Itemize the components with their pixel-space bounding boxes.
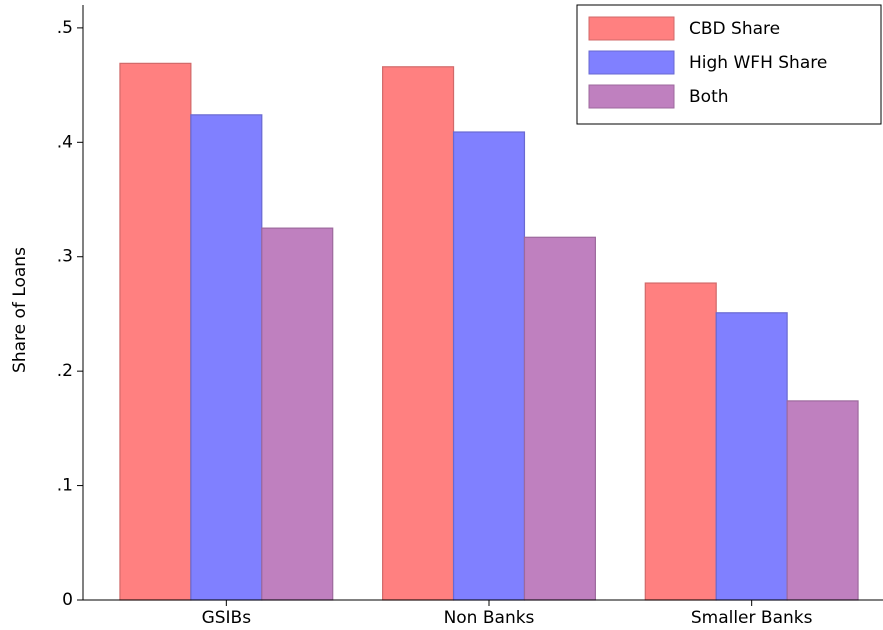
y-tick-label: 0 bbox=[62, 590, 73, 610]
y-tick-label: .4 bbox=[57, 132, 73, 152]
y-tick-label: .3 bbox=[57, 247, 73, 267]
legend-label: High WFH Share bbox=[689, 53, 827, 73]
bar bbox=[190, 114, 263, 601]
legend-label: CBD Share bbox=[689, 19, 780, 39]
legend-swatch bbox=[588, 50, 675, 75]
bar bbox=[452, 131, 526, 601]
legend-label: Both bbox=[689, 87, 729, 107]
legend-swatch bbox=[588, 84, 675, 109]
y-axis-label: Share of Loans bbox=[10, 247, 30, 373]
bar bbox=[382, 66, 455, 601]
x-tick-label: Non Banks bbox=[444, 608, 535, 628]
x-tick-label: GSIBs bbox=[202, 608, 252, 628]
bar bbox=[715, 312, 788, 601]
bar bbox=[644, 282, 717, 601]
y-tick-label: .1 bbox=[57, 476, 73, 496]
bar bbox=[786, 400, 859, 601]
bar bbox=[523, 236, 596, 601]
y-tick-label: .5 bbox=[57, 18, 73, 38]
bar bbox=[261, 227, 334, 601]
y-tick-label: .2 bbox=[57, 361, 73, 381]
legend-swatch bbox=[588, 16, 675, 41]
bar bbox=[119, 62, 192, 601]
x-tick-label: Smaller Banks bbox=[691, 608, 813, 628]
